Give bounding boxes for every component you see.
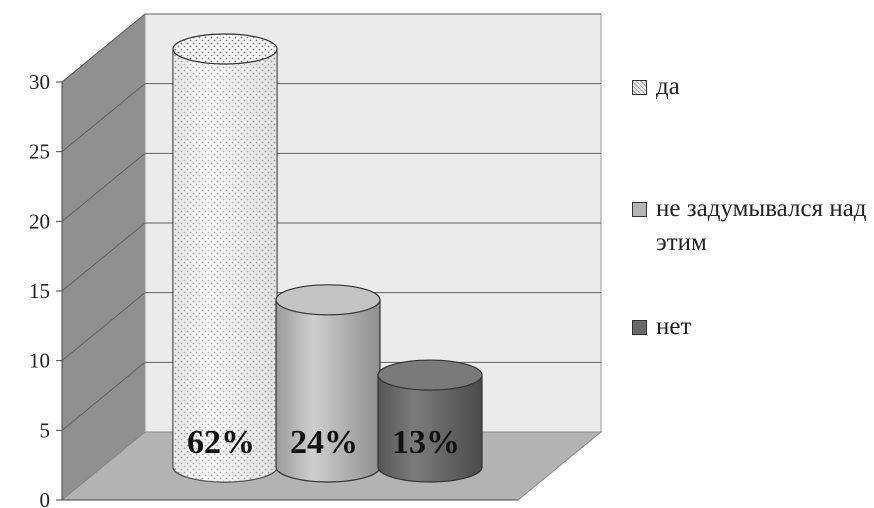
bar-body — [377, 374, 483, 483]
y-tick-label: 30 — [29, 70, 50, 94]
y-tick-label: 5 — [40, 418, 51, 442]
bar-shade — [173, 49, 277, 482]
bar-top — [377, 359, 483, 391]
gridline — [61, 83, 146, 153]
bar-body — [275, 299, 381, 483]
bar-data-label: 24% — [290, 424, 358, 461]
y-tick-label: 15 — [29, 279, 50, 303]
gridline — [61, 13, 146, 83]
bar-data-label: 62% — [187, 424, 255, 461]
gridline — [61, 222, 146, 292]
legend-item-ne-zadumyvalsya: не задумывался над этим — [632, 192, 872, 260]
bar — [377, 359, 483, 483]
bar-top — [275, 284, 381, 316]
y-tick-label: 10 — [29, 349, 50, 373]
legend-swatch-da — [632, 80, 647, 95]
legend-swatch-net — [632, 320, 647, 335]
bar — [172, 33, 278, 483]
y-tick-label: 20 — [29, 209, 50, 233]
legend-label: да — [656, 73, 680, 100]
bar-data-label: 13% — [392, 424, 460, 461]
gridline — [61, 292, 146, 362]
legend-item-da: да — [632, 70, 872, 104]
legend-label: не задумывался над этим — [656, 195, 867, 256]
legend-item-net: нет — [632, 310, 872, 344]
gridline — [61, 361, 146, 431]
y-tick-label: 0 — [40, 488, 51, 508]
bar-top — [172, 33, 278, 65]
legend: да не задумывался над этим нет — [632, 70, 872, 344]
bar — [275, 284, 381, 483]
y-tick-label: 25 — [29, 140, 50, 164]
legend-swatch-ne-zadumyvalsya — [632, 202, 647, 217]
gridline — [61, 152, 146, 222]
legend-label: нет — [656, 313, 692, 340]
